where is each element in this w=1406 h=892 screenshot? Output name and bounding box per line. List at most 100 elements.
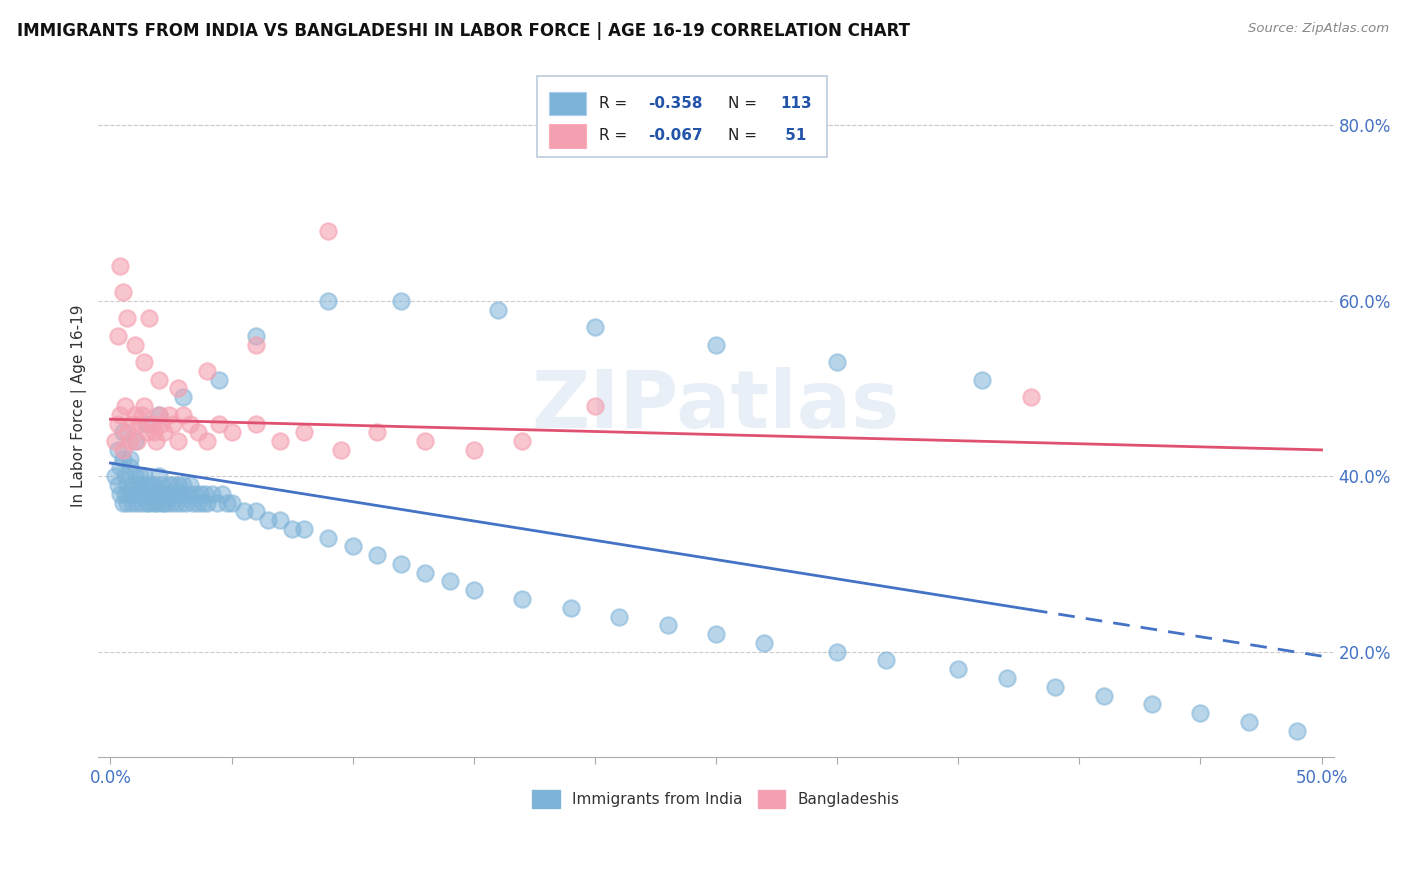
Point	[232, 504, 254, 518]
Point	[138, 495, 160, 509]
Point	[118, 487, 141, 501]
Point	[134, 355, 156, 369]
Point	[1189, 706, 1212, 720]
Point	[318, 531, 340, 545]
Point	[318, 224, 340, 238]
Point	[463, 442, 485, 457]
Point	[875, 653, 897, 667]
Point	[108, 408, 131, 422]
Point	[118, 434, 141, 449]
Point	[191, 495, 214, 509]
Point	[165, 495, 187, 509]
Point	[121, 495, 143, 509]
Point	[135, 425, 157, 440]
Bar	[550, 92, 586, 115]
FancyBboxPatch shape	[537, 76, 827, 157]
Point	[135, 478, 157, 492]
Point	[187, 425, 209, 440]
Point	[607, 609, 630, 624]
Point	[281, 522, 304, 536]
Point	[141, 478, 163, 492]
Point	[366, 548, 388, 562]
Point	[148, 408, 170, 422]
Point	[107, 442, 129, 457]
Point	[145, 487, 167, 501]
Point	[167, 434, 190, 449]
Point	[208, 417, 231, 431]
Point	[111, 495, 134, 509]
Point	[134, 487, 156, 501]
Point	[510, 434, 533, 449]
Point	[329, 442, 352, 457]
Point	[583, 320, 606, 334]
Point	[111, 442, 134, 457]
Point	[128, 417, 150, 431]
Point	[134, 399, 156, 413]
Point	[184, 487, 207, 501]
Point	[221, 495, 243, 509]
Point	[162, 478, 184, 492]
Point	[245, 337, 267, 351]
Point	[245, 329, 267, 343]
Point	[128, 469, 150, 483]
Point	[124, 337, 146, 351]
Point	[127, 434, 149, 449]
Point	[1019, 390, 1042, 404]
Point	[167, 487, 190, 501]
Point	[1237, 714, 1260, 729]
Point	[560, 600, 582, 615]
Point	[148, 487, 170, 501]
Point	[141, 417, 163, 431]
Text: N =: N =	[728, 128, 762, 144]
Point	[111, 451, 134, 466]
Text: R =: R =	[599, 96, 631, 112]
Point	[134, 469, 156, 483]
Point	[114, 469, 136, 483]
Point	[145, 495, 167, 509]
Point	[257, 513, 280, 527]
Point	[995, 671, 1018, 685]
Point	[486, 302, 509, 317]
Point	[114, 487, 136, 501]
Point	[181, 495, 204, 509]
Point	[292, 522, 315, 536]
Y-axis label: In Labor Force | Age 16-19: In Labor Force | Age 16-19	[72, 305, 87, 508]
Point	[201, 487, 224, 501]
Text: 51: 51	[780, 128, 807, 144]
Point	[179, 478, 201, 492]
Point	[292, 425, 315, 440]
Point	[389, 293, 412, 308]
Point	[155, 487, 177, 501]
Text: N =: N =	[728, 96, 762, 112]
Point	[135, 417, 157, 431]
Point	[172, 390, 194, 404]
Point	[117, 311, 139, 326]
Point	[221, 425, 243, 440]
Point	[195, 434, 218, 449]
Point	[245, 504, 267, 518]
Point	[211, 487, 233, 501]
Point	[148, 373, 170, 387]
Point	[152, 425, 174, 440]
Point	[127, 478, 149, 492]
Point	[141, 487, 163, 501]
Point	[825, 355, 848, 369]
Point	[104, 469, 127, 483]
Point	[157, 478, 180, 492]
Point	[128, 487, 150, 501]
Point	[318, 293, 340, 308]
Point	[150, 417, 173, 431]
Point	[145, 434, 167, 449]
Point	[215, 495, 238, 509]
Point	[177, 487, 200, 501]
Point	[162, 417, 184, 431]
Point	[187, 495, 209, 509]
Point	[111, 425, 134, 440]
Point	[108, 460, 131, 475]
Point	[463, 583, 485, 598]
Point	[948, 662, 970, 676]
Point	[195, 364, 218, 378]
Point	[188, 487, 211, 501]
Point	[121, 417, 143, 431]
Text: -0.067: -0.067	[648, 128, 703, 144]
